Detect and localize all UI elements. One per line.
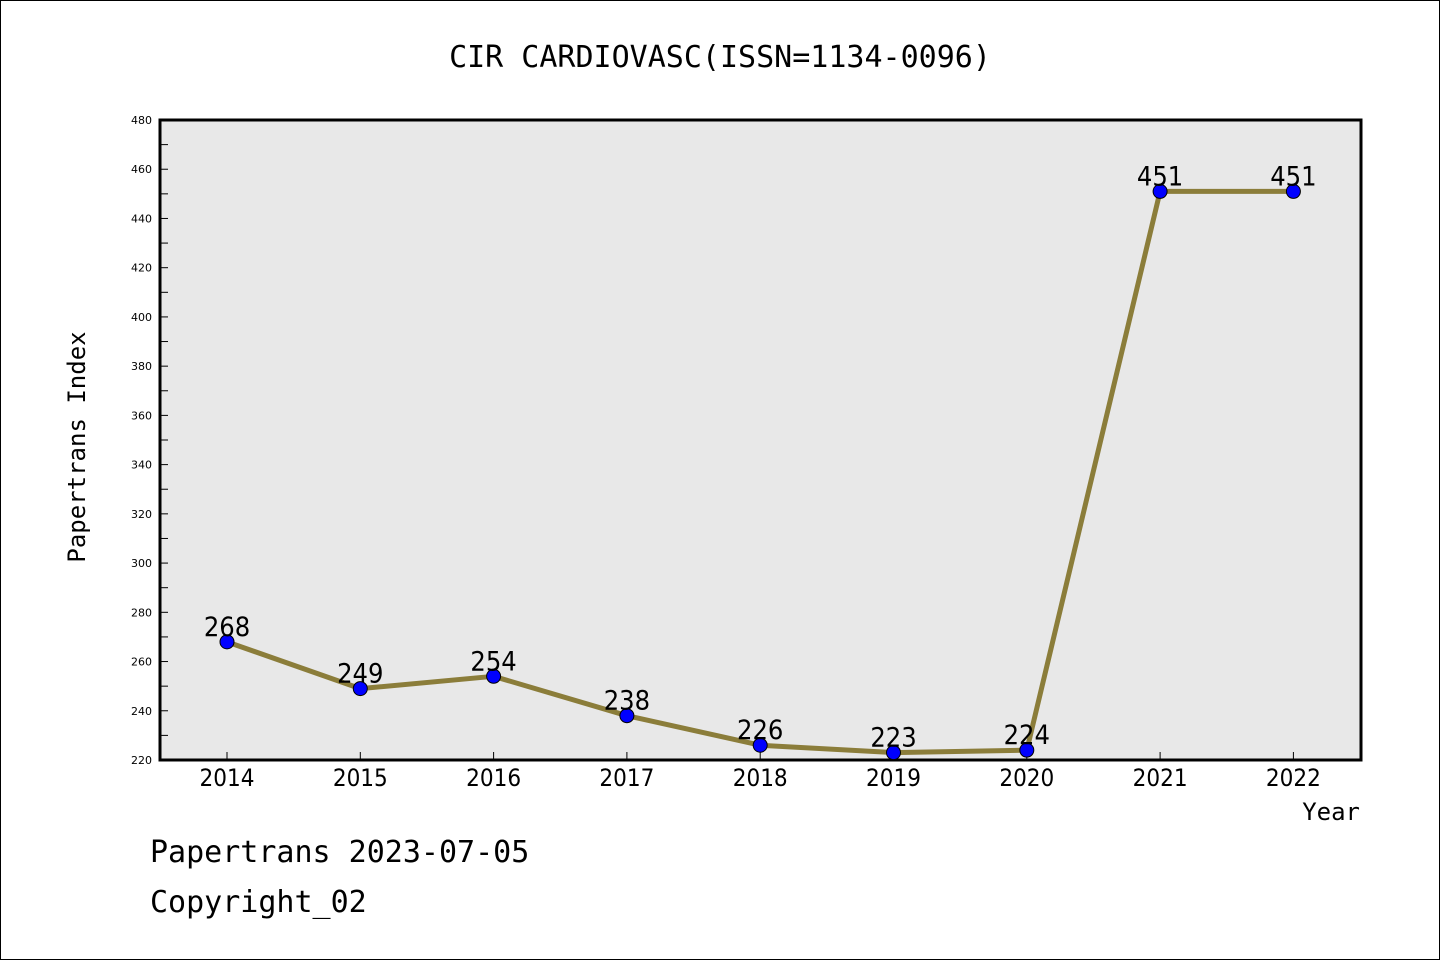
data-label: 268 xyxy=(204,612,250,643)
data-point-marker xyxy=(352,681,368,697)
data-label: 223 xyxy=(870,723,916,754)
data-label: 249 xyxy=(337,659,383,690)
data-label: 238 xyxy=(604,686,650,717)
y-tick-label: 460 xyxy=(131,163,152,176)
data-point-marker xyxy=(886,745,901,761)
y-tick-label: 360 xyxy=(131,409,152,422)
x-tick-label: 2019 xyxy=(866,764,921,792)
y-tick-label: 300 xyxy=(131,557,152,570)
data-label: 226 xyxy=(737,715,783,746)
x-tick-label: 2018 xyxy=(733,764,788,792)
footer-copyright: Copyright_02 xyxy=(150,885,367,920)
y-axis: 220 240 260 280 300 320 340 360 380 400 420 440 460 4… xyxy=(131,114,168,767)
plot-area xyxy=(158,118,1363,762)
data-point-marker xyxy=(752,737,768,753)
y-tick-label: 240 xyxy=(131,705,152,718)
data-point-marker xyxy=(1152,183,1168,199)
data-label: 451 xyxy=(1137,161,1183,192)
y-tick-label: 280 xyxy=(131,606,152,619)
data-labels-group: 268 249 254 238 226 223 224 451 451 xyxy=(204,161,1317,753)
data-point-marker xyxy=(1285,183,1301,199)
data-point-marker xyxy=(619,708,635,724)
y-tick-label: 400 xyxy=(131,311,152,324)
y-tick-label: 420 xyxy=(131,262,152,275)
x-tick-label: 2016 xyxy=(466,764,521,792)
y-tick-label: 380 xyxy=(131,360,152,373)
y-tick-label: 340 xyxy=(131,459,152,472)
data-point-marker xyxy=(486,668,502,684)
data-label: 451 xyxy=(1270,161,1316,192)
x-tick-label: 2017 xyxy=(599,764,654,792)
data-point-marker xyxy=(219,634,235,650)
x-tick-label: 2020 xyxy=(999,764,1054,792)
y-axis-label: Papertrans Index xyxy=(63,331,91,562)
x-axis: 2014 2015 2016 2017 2018 2019 2020 2021 2022 xyxy=(200,752,1321,792)
chart-title: CIR CARDIOVASC(ISSN=1134-0096) xyxy=(449,40,991,75)
y-tick-label: 480 xyxy=(131,114,152,127)
x-axis-label: Year xyxy=(1302,798,1360,826)
data-point-marker xyxy=(1019,742,1035,758)
data-label: 224 xyxy=(1004,720,1050,751)
y-tick-label: 320 xyxy=(131,508,152,521)
data-label: 254 xyxy=(470,646,516,677)
x-tick-label: 2021 xyxy=(1133,764,1188,792)
series-line-group xyxy=(219,183,1301,761)
x-tick-label: 2014 xyxy=(200,764,255,792)
x-tick-label: 2015 xyxy=(333,764,388,792)
y-tick-label: 440 xyxy=(131,212,152,225)
y-tick-label: 260 xyxy=(131,656,152,669)
footer-date: Papertrans 2023-07-05 xyxy=(150,835,530,870)
y-tick-label: 220 xyxy=(131,754,152,767)
x-tick-label: 2022 xyxy=(1266,764,1321,792)
